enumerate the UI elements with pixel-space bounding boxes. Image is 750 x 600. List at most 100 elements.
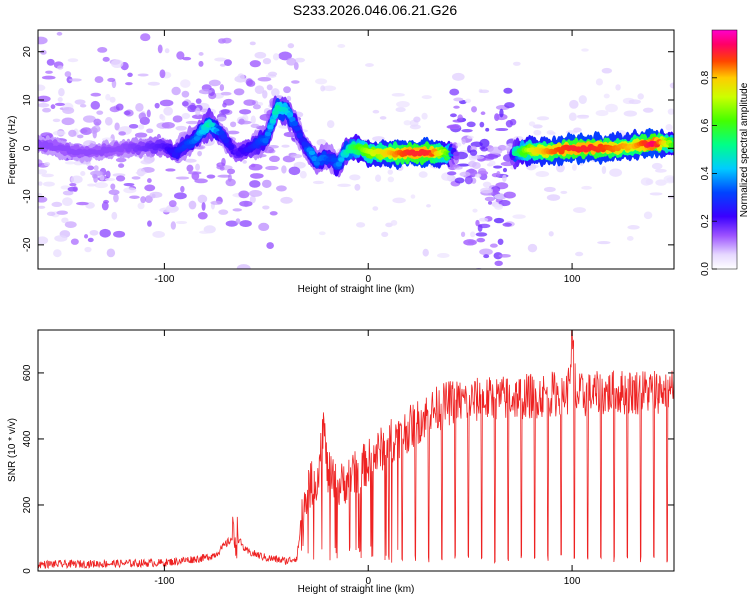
spectrogram-noise-blob [654,168,667,173]
spectrogram-ridge-blob [269,119,277,124]
spectrogram-y-tick-label: 10 [22,94,33,106]
snr-frame [37,329,675,572]
spectrogram-noise-blob [572,207,587,213]
spectrogram-noise-blob [601,165,607,175]
spectrogram-noise-blob [349,174,361,181]
spectrogram-noise-blob [84,246,92,253]
spectrogram-noise-blob [146,128,154,134]
spectrogram-noise-blob [410,194,416,199]
spectrogram-noise-blob [137,124,145,130]
spectrogram-noise-blob [254,51,267,59]
spectrogram-noise-blob [291,80,300,84]
spectrogram-noise-blob [597,241,611,245]
spectrogram-noise-blob [194,178,208,184]
spectrogram-noise-blob [494,203,504,210]
spectrogram-noise-blob [466,121,476,128]
spectrogram-ridge-blob [235,150,242,157]
spectrogram-noise-blob [147,178,152,184]
spectrogram-x-ticks: -100 0 100 [154,30,581,285]
spectrogram-noise-blob [96,110,104,115]
spectrogram-x-tick-label: 0 [365,274,371,285]
spectrogram-noise-blob [242,159,247,164]
spectrogram-noise-blob [504,102,515,109]
spectrogram-noise-blob [470,231,476,238]
spectrogram-noise-blob [159,99,174,107]
colorbar-tick-label: 0.0 [700,262,711,276]
spectrogram-noise-blob [239,220,252,228]
spectrogram-noise-blob [250,115,256,125]
spectrogram-noise-blob [480,187,494,194]
spectrogram-noise-blob [84,234,89,239]
spectrogram-noise-blob [258,222,270,232]
spectrogram-noise-blob [99,174,105,181]
spectrogram-noise-blob [387,176,395,183]
spectrogram-noise-blob [252,104,261,110]
spectrogram-noise-blob [161,115,166,122]
spectrogram-noise-blob [103,199,110,204]
spectrogram-noise-blob [265,165,279,171]
spectrogram-noise-blob [603,93,610,99]
spectrogram-noise-blob [312,180,325,185]
spectrogram-noise-blob [364,63,374,67]
spectrogram-noise-blob [181,90,190,98]
spectrogram-noise-blob [175,220,188,225]
spectrogram-noise-blob [113,193,119,203]
spectrogram-noise-blob [454,177,465,184]
spectrogram-ridge-blob [193,136,201,141]
spectrogram-noise-blob [464,175,473,185]
spectrogram-noise-blob [187,104,197,113]
spectrogram-noise-blob [299,170,307,179]
spectrogram-noise-blob [322,85,337,92]
spectrogram-noise-blob [577,115,589,119]
spectrogram-noise-blob [38,196,48,203]
spectrogram-noise-blob [493,217,505,224]
spectrogram-noise-blob [90,92,102,97]
colorbar: 0.0 0.2 0.4 0.6 0.8 Normalized spectral ampl… [700,29,750,276]
spectrogram-ridge-blob [453,151,460,157]
snr-series-line [38,330,674,570]
spectrogram-noise-blob [392,197,406,204]
spectrogram-noise-blob [316,139,327,146]
spectrogram-noise-blob [472,208,478,213]
spectrogram-noise-blob [110,183,116,190]
spectrogram-noise-blob [269,211,278,216]
spectrogram-noise-blob [667,108,674,115]
spectrogram-ridge-blob [267,124,274,130]
spectrogram-noise-blob [479,138,490,148]
spectrogram-noise-blob [72,186,78,193]
spectrogram-noise-blob [543,186,556,193]
spectrogram-noise-blob [57,65,64,70]
spectrogram-noise-blob [268,155,280,163]
spectrogram-y-tick-label: 0 [22,145,33,151]
spectrogram-noise-blob [68,78,82,82]
spectrogram-noise-blob [104,117,113,126]
spectrogram-noise-blob [283,86,291,94]
colorbar-label: Normalized spectral amplitude [739,82,750,217]
spectrogram-noise-blob [41,75,56,80]
spectrogram-noise-blob [195,98,202,104]
spectrogram-noise-blob [154,102,160,109]
spectrogram-noise-blob [197,150,202,157]
spectrogram-x-tick-label: -100 [154,274,174,285]
chart-title: S233.2026.046.06.21.G26 [292,2,458,18]
spectrogram-noise-blob [532,124,543,129]
spectrogram-noise-blob [135,102,144,112]
spectrogram-noise-blob [575,251,584,257]
spectrogram-noise-blob [280,196,293,204]
spectrogram-noise-blob [446,125,460,129]
spectrogram-noise-blob [219,84,225,92]
spectrogram-noise-blob [581,185,592,190]
spectrogram-noise-blob [80,127,93,135]
spectrogram-noise-blob [54,102,65,106]
spectrogram-noise-blob [180,79,191,88]
spectrogram-noise-blob [198,52,204,56]
spectrogram-noise-blob [478,167,487,175]
spectrogram-noise-blob [113,230,126,238]
spectrogram-noise-blob [642,107,654,113]
spectrogram-noise-blob [64,161,76,165]
spectrogram-noise-blob [512,61,521,66]
spectrogram-noise-blob [191,114,205,120]
spectrogram-noise-blob [272,53,280,61]
